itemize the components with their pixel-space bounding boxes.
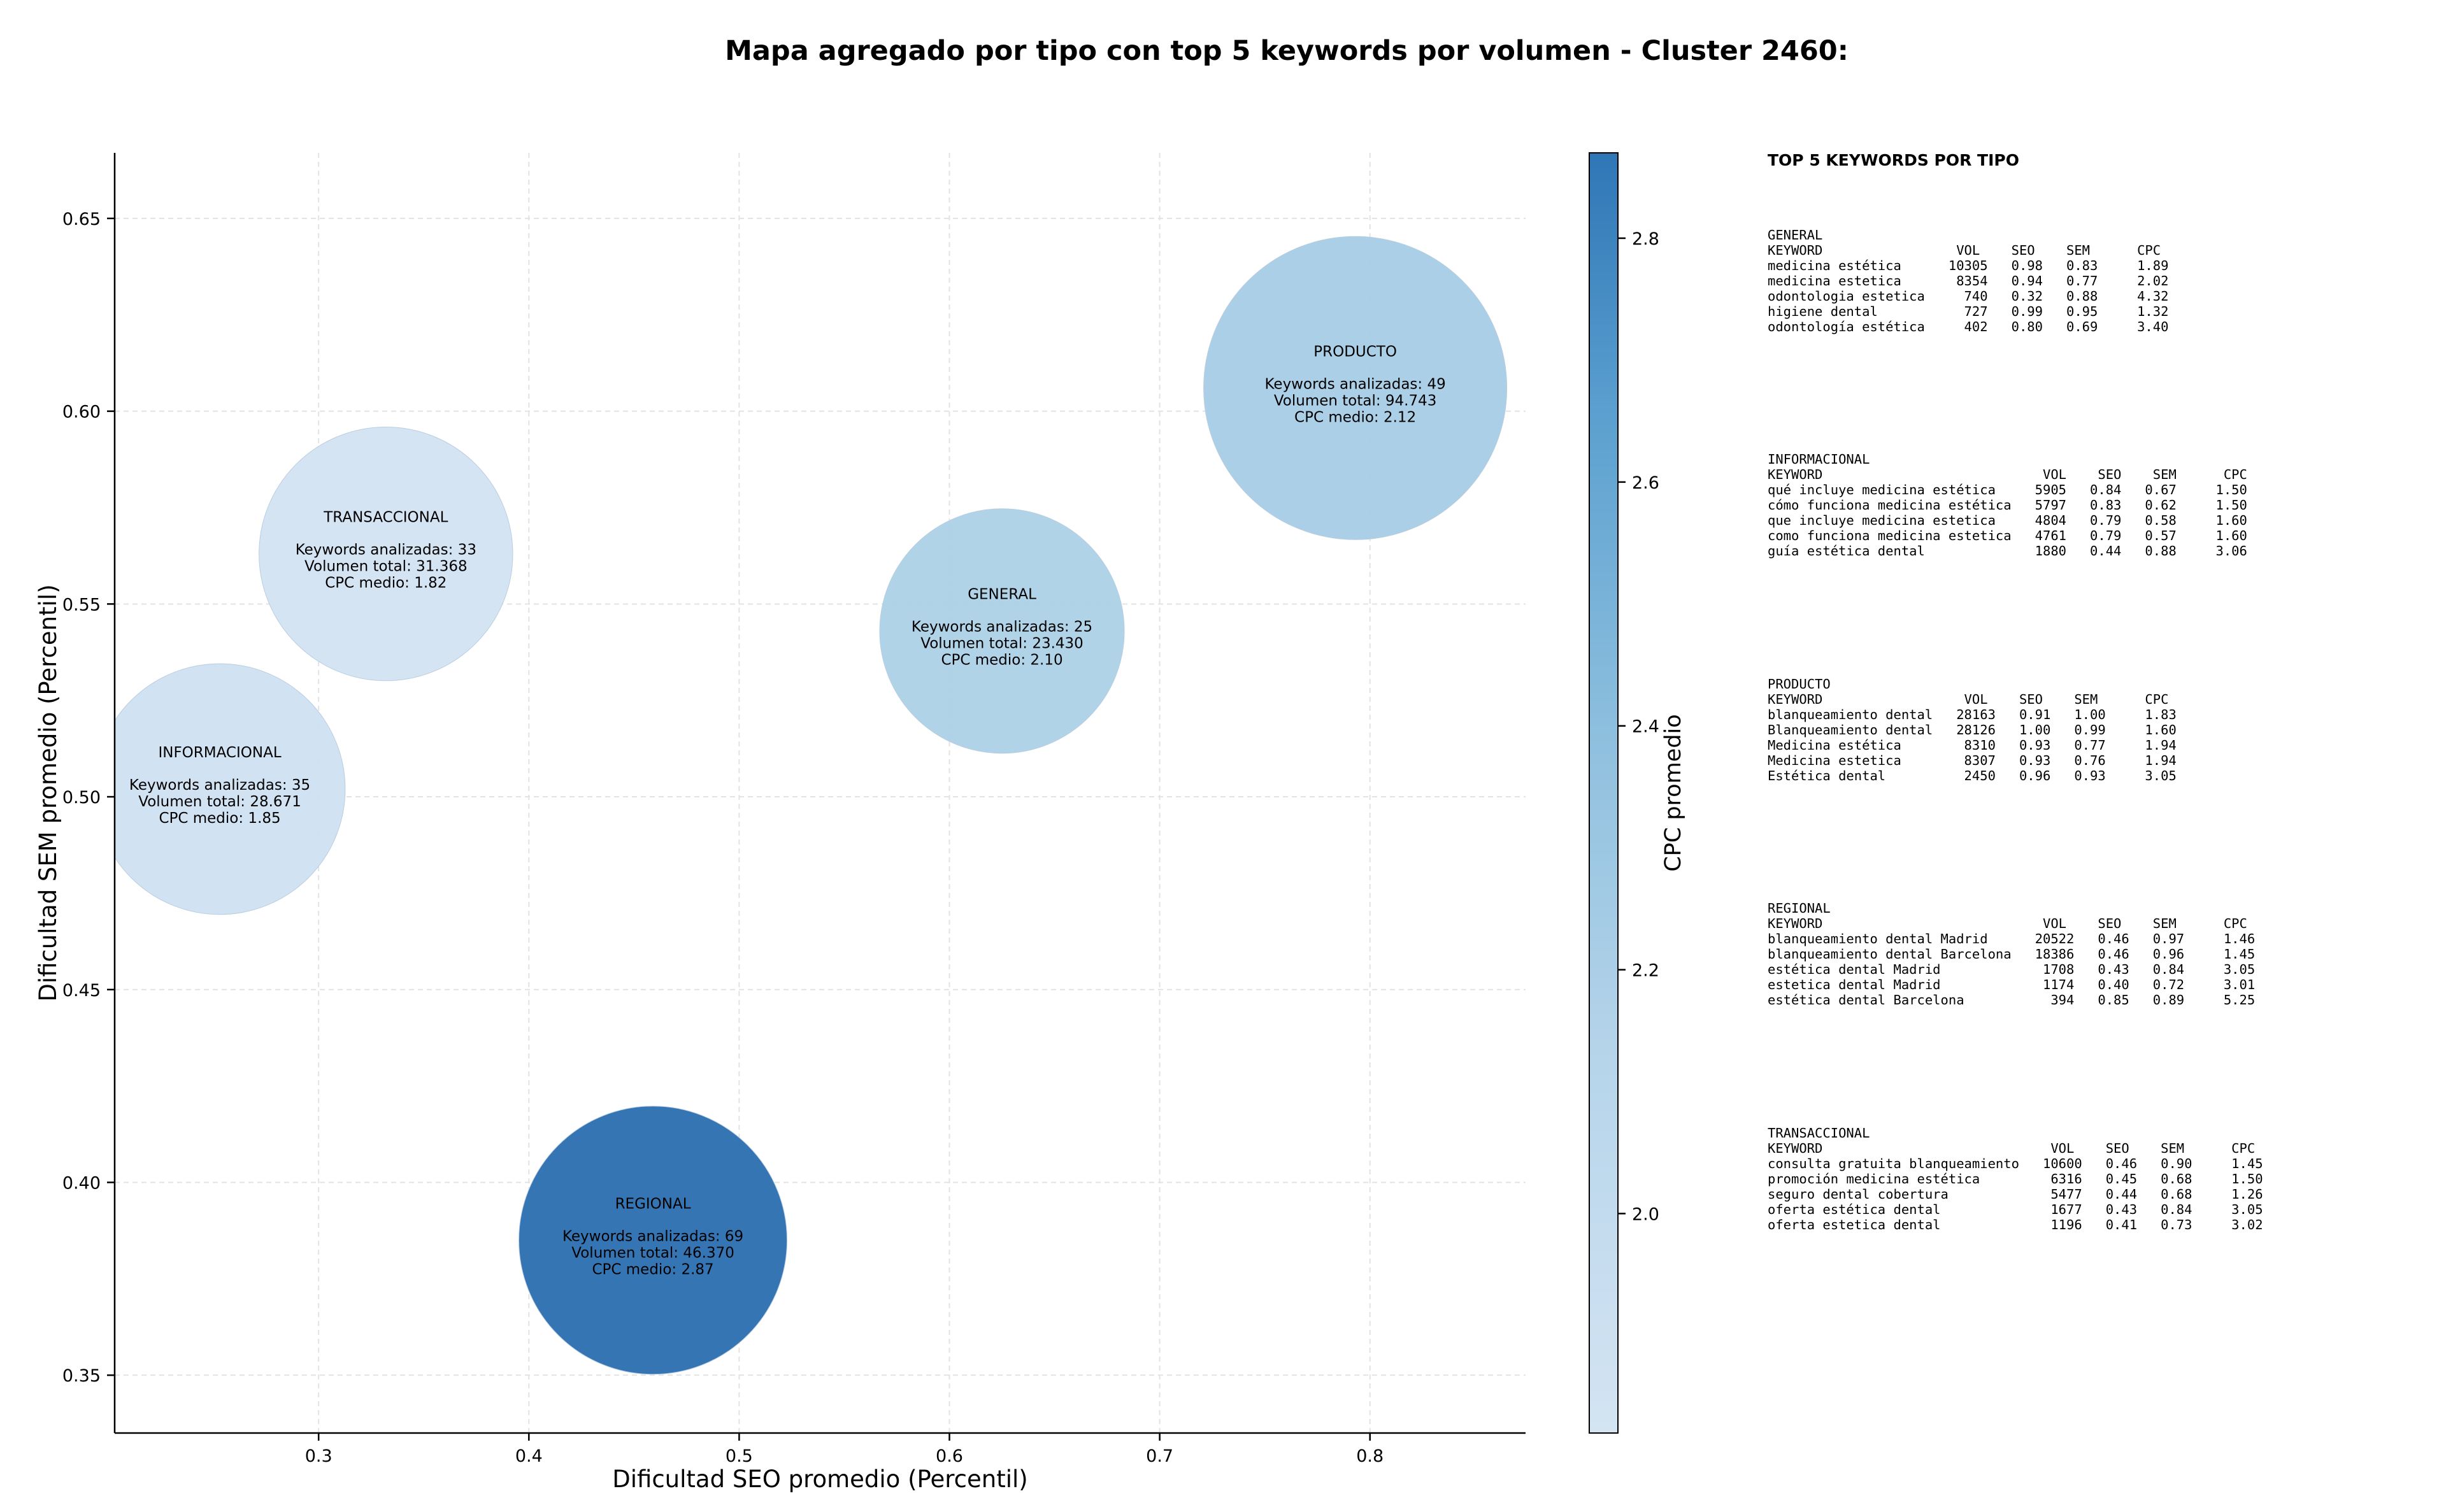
keyword-row: promoción medicina estética 6316 0.45 0.… [1768, 1171, 2263, 1187]
bubble-cpc-label: CPC medio: 2.87 [592, 1261, 713, 1278]
bubble-volume-label: Volumen total: 31.368 [304, 559, 468, 575]
x-tick-label: 0.8 [1356, 1446, 1384, 1466]
bubble-general [879, 508, 1125, 754]
x-tick-label: 0.5 [726, 1446, 753, 1466]
y-tick-label: 0.45 [62, 981, 101, 1001]
keyword-block-title: TRANSACCIONAL [1768, 1125, 1870, 1141]
keyword-row: que incluye medicina estetica 4804 0.79 … [1768, 513, 2247, 528]
keyword-block-title: PRODUCTO [1768, 676, 1831, 692]
colorbar-gradient [1589, 152, 1619, 1434]
bubble-label-transaccional: TRANSACCIONAL [323, 510, 448, 526]
y-tick-label: 0.50 [62, 788, 101, 808]
keyword-row: blanqueamiento dental Madrid 20522 0.46 … [1768, 931, 2256, 946]
keyword-row: consulta gratuita blanqueamiento 10600 0… [1768, 1156, 2263, 1171]
keyword-block-title: REGIONAL [1768, 901, 1831, 916]
keyword-row: Medicina estetica 8307 0.93 0.76 1.94 [1768, 753, 2177, 768]
bubble-label-producto: PRODUCTO [1313, 343, 1397, 360]
keyword-row: estética dental Barcelona 394 0.85 0.89 … [1768, 992, 2256, 1008]
top-keywords-heading: TOP 5 KEYWORDS POR TIPO [1768, 151, 2019, 169]
keyword-row: seguro dental cobertura 5477 0.44 0.68 1… [1768, 1187, 2263, 1202]
x-tick-label: 0.3 [305, 1446, 333, 1466]
y-tick-label: 0.35 [62, 1366, 101, 1386]
bubble-keywords-label: Keywords analizadas: 35 [129, 777, 310, 794]
keyword-row: odontologia estetica 740 0.32 0.88 4.32 [1768, 289, 2169, 304]
bubble-keywords-label: Keywords analizadas: 49 [1264, 376, 1445, 392]
bubble-keywords-label: Keywords analizadas: 69 [562, 1228, 743, 1245]
keyword-row: guía estética dental 1880 0.44 0.88 3.06 [1768, 543, 2247, 559]
keyword-row: oferta estética dental 1677 0.43 0.84 3.… [1768, 1202, 2263, 1217]
keyword-row: oferta estetica dental 1196 0.41 0.73 3.… [1768, 1217, 2263, 1232]
colorbar-label: CPC promedio [1661, 714, 1686, 871]
bubble-label-regional: REGIONAL [615, 1195, 691, 1212]
keyword-row: como funciona medicina estetica 4761 0.7… [1768, 528, 2247, 543]
keyword-row: medicina estética 10305 0.98 0.83 1.89 [1768, 258, 2169, 273]
keyword-table-header: KEYWORD VOL SEO SEM CPC [1768, 467, 2247, 482]
x-tick-label: 0.4 [515, 1446, 543, 1466]
top-keywords-panel: TOP 5 KEYWORDS POR TIPO GENERAL KEYWORD … [1768, 151, 2430, 1232]
colorbar: 2.0 2.2 2.4 2.6 2.8 CPC promedio [1589, 152, 1686, 1434]
bubble-transaccional [259, 426, 513, 681]
keyword-row: blanqueamiento dental Barcelona 18386 0.… [1768, 946, 2256, 962]
bubble-cpc-label: CPC medio: 2.10 [941, 652, 1062, 669]
bubble-keywords-label: Keywords analizadas: 25 [912, 619, 1092, 636]
bubble-informacional [115, 663, 346, 915]
bubble-cpc-label: CPC medio: 2.12 [1294, 409, 1416, 425]
keyword-block-regional: REGIONAL KEYWORD VOL SEO SEM CPC blanque… [1768, 901, 2255, 1008]
keyword-row: qué incluye medicina estética 5905 0.84 … [1768, 482, 2247, 497]
bubble-volume-label: Volumen total: 28.671 [138, 794, 301, 810]
keyword-table-header: KEYWORD VOL SEO SEM CPC [1768, 916, 2247, 931]
bubble-label-general: GENERAL [968, 587, 1036, 603]
y-axis-label: Dificultad SEM promedio (Percentil) [34, 584, 62, 1001]
bubble-regional [519, 1106, 788, 1375]
colorbar-tick-label: 2.4 [1632, 717, 1659, 737]
colorbar-tick-label: 2.8 [1632, 229, 1659, 249]
x-axis-label: Dificultad SEO promedio (Percentil) [612, 1466, 1027, 1493]
keyword-row: estética dental Madrid 1708 0.43 0.84 3.… [1768, 962, 2256, 977]
bubble-cpc-label: CPC medio: 1.85 [159, 810, 280, 827]
keyword-row: Estética dental 2450 0.96 0.93 3.05 [1768, 768, 2177, 783]
keyword-row: blanqueamiento dental 28163 0.91 1.00 1.… [1768, 707, 2177, 722]
bubble-volume-label: Volumen total: 23.430 [920, 636, 1084, 652]
bubble-label-informacional: INFORMACIONAL [158, 745, 281, 761]
colorbar-tick-label: 2.0 [1632, 1204, 1659, 1224]
colorbar-tick-label: 2.2 [1632, 961, 1659, 981]
keyword-row: odontología estética 402 0.80 0.69 3.40 [1768, 319, 2169, 334]
bubble-volume-label: Volumen total: 94.743 [1274, 392, 1437, 409]
keyword-block-general: GENERAL KEYWORD VOL SEO SEM CPC medicina… [1768, 227, 2168, 334]
x-tick-label: 0.7 [1146, 1446, 1173, 1466]
keyword-block-informacional: INFORMACIONAL KEYWORD VOL SEO SEM CPC qu… [1768, 452, 2247, 559]
bubble-cpc-label: CPC medio: 1.82 [325, 575, 447, 592]
keyword-row: Blanqueamiento dental 28126 1.00 0.99 1.… [1768, 722, 2177, 738]
keyword-table-header: KEYWORD VOL SEO SEM CPC [1768, 243, 2161, 258]
x-tick-label: 0.6 [936, 1446, 963, 1466]
y-tick-label: 0.60 [62, 403, 101, 422]
keyword-block-producto: PRODUCTO KEYWORD VOL SEO SEM CPC blanque… [1768, 676, 2177, 783]
keyword-row: cómo funciona medicina estética 5797 0.8… [1768, 497, 2247, 513]
bubble-producto [1203, 236, 1508, 540]
y-tick-label: 0.65 [62, 210, 101, 229]
keyword-block-title: INFORMACIONAL [1768, 452, 1870, 467]
colorbar-tick-label: 2.6 [1632, 473, 1659, 493]
axes: 0.3 0.4 0.5 0.6 0.7 0.8 0.35 0.40 0.45 0.50 0.55 0.… [34, 153, 1526, 1493]
keyword-row: medicina estetica 8354 0.94 0.77 2.02 [1768, 273, 2169, 289]
keyword-block-transaccional: TRANSACCIONAL KEYWORD VOL SEO SEM CPC co… [1768, 1125, 2263, 1232]
keyword-row: higiene dental 727 0.99 0.95 1.32 [1768, 304, 2169, 319]
chart-title: Mapa agregado por tipo con top 5 keyword… [725, 35, 1849, 67]
y-tick-label: 0.40 [62, 1173, 101, 1193]
keyword-table-header: KEYWORD VOL SEO SEM CPC [1768, 1141, 2256, 1156]
keyword-block-title: GENERAL [1768, 227, 1823, 243]
bubble-volume-label: Volumen total: 46.370 [571, 1245, 734, 1261]
keyword-row: Medicina estética 8310 0.93 0.77 1.94 [1768, 738, 2177, 753]
keyword-table-header: KEYWORD VOL SEO SEM CPC [1768, 692, 2169, 707]
keyword-row: estetica dental Madrid 1174 0.40 0.72 3.… [1768, 977, 2256, 992]
bubble-keywords-label: Keywords analizadas: 33 [296, 542, 476, 559]
y-tick-label: 0.55 [62, 595, 101, 615]
